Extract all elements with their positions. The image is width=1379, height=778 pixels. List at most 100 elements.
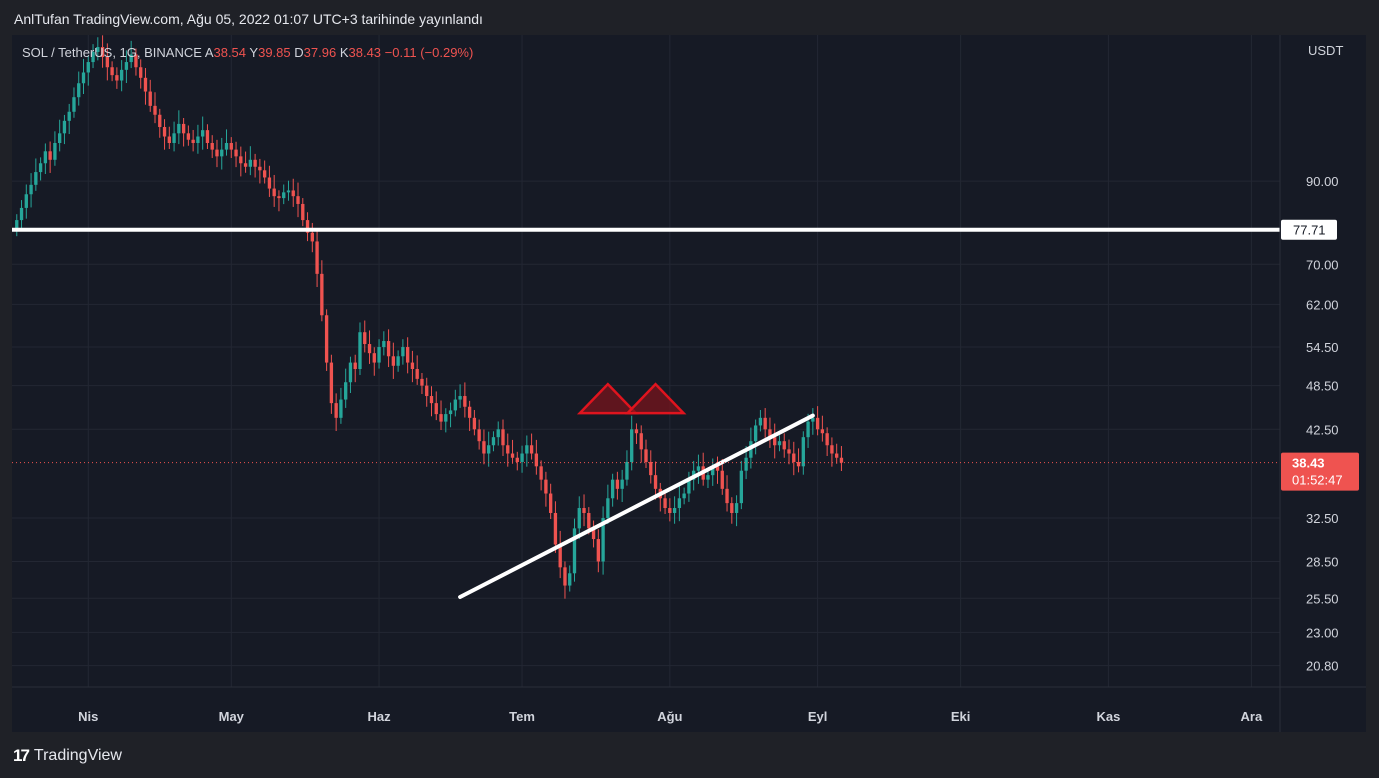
candle (267, 165, 272, 197)
candle (201, 116, 205, 150)
candle-body (29, 184, 33, 195)
candle-body (19, 207, 24, 221)
candle (67, 103, 71, 134)
candle-body (124, 62, 129, 70)
chart-axes: USDT 90.00 70.00 62.00 54.50 48.50 42.50 32.50 2… (12, 35, 1366, 732)
candle-body (487, 445, 491, 454)
symbol-legend[interactable]: SOL / TetherUS, 1G, BINANCE A38.54 Y39.8… (22, 45, 473, 60)
open-label: A (204, 45, 214, 60)
candle (815, 406, 820, 436)
candle (153, 92, 157, 124)
low-label: D (294, 45, 304, 60)
candle (725, 475, 729, 512)
candle (110, 61, 114, 82)
candle-body (234, 149, 238, 157)
candle-body (344, 382, 348, 400)
candle (653, 461, 658, 500)
candle-body (582, 508, 586, 513)
candle-body (706, 475, 710, 480)
candle-body (329, 362, 334, 404)
candle-body (444, 414, 448, 422)
candle-body (15, 220, 19, 231)
candle (115, 67, 119, 89)
candle (563, 561, 567, 599)
candle (77, 71, 81, 106)
candle-body (768, 429, 772, 438)
candle-body (396, 356, 400, 366)
candle (177, 110, 181, 145)
candle (477, 419, 481, 450)
candle-body (558, 544, 562, 568)
candle (668, 498, 672, 522)
candle-body (153, 105, 157, 115)
candle-body (825, 433, 829, 446)
candle (181, 118, 186, 147)
candle (515, 451, 519, 471)
candle-body (243, 163, 248, 167)
candle (634, 423, 639, 444)
candle-body (625, 462, 629, 480)
candle (205, 124, 210, 150)
candle (792, 441, 796, 476)
change-value: −0.11 (−0.29%) (384, 45, 474, 60)
candle (501, 419, 505, 457)
candle (453, 389, 457, 417)
candle (601, 506, 605, 575)
candle-body (711, 466, 715, 476)
candle-body (620, 479, 624, 489)
candle (15, 214, 19, 237)
y-tick-label: 23.00 (1306, 625, 1339, 640)
candle (396, 350, 400, 372)
tradingview-logo-icon: 17 (13, 746, 30, 765)
candle-body (110, 67, 114, 76)
candle (658, 482, 662, 512)
candle-body (229, 142, 233, 150)
candle-body (520, 453, 524, 463)
candle-body (38, 163, 43, 173)
candle-body (615, 479, 620, 489)
candle (839, 446, 844, 471)
low-value: 37.96 (303, 45, 337, 60)
candle (639, 425, 643, 463)
candle-body (91, 51, 95, 63)
candle-body (100, 47, 105, 57)
y-tick-label: 25.50 (1306, 591, 1339, 606)
candle-body (105, 56, 110, 68)
candle (248, 146, 253, 176)
candle (739, 460, 744, 510)
high-value: 39.85 (258, 45, 291, 60)
candle-body (425, 385, 429, 397)
candle (29, 173, 33, 208)
candle-body (534, 453, 539, 467)
candle (429, 386, 434, 417)
candle-body (734, 503, 739, 513)
candle (58, 119, 62, 152)
candle-body (587, 512, 591, 529)
footer-brand[interactable]: 17 TradingView (13, 746, 122, 766)
candle-body (801, 437, 805, 467)
candle-body (210, 142, 214, 150)
symbol-name: SOL / TetherUS, 1G, BINANCE (22, 45, 202, 60)
open-value: 38.54 (213, 45, 247, 60)
candle (372, 347, 376, 376)
candle (487, 431, 491, 467)
countdown-label: 01:52:47 (1292, 473, 1343, 488)
candle (534, 439, 539, 475)
candle-body (410, 362, 415, 370)
candle-body (358, 332, 362, 370)
candle (258, 158, 262, 184)
candle-body (162, 127, 167, 137)
candle (773, 423, 777, 459)
candle (434, 391, 438, 421)
candle (525, 435, 529, 467)
candle-body (787, 449, 791, 454)
candle-body (334, 403, 338, 418)
candle-body (391, 356, 396, 366)
price-chart[interactable]: USDT 90.00 70.00 62.00 54.50 48.50 42.50 32.50 2… (12, 35, 1366, 732)
candle-body (239, 156, 243, 164)
candle (143, 68, 148, 105)
candle-body (806, 421, 810, 438)
candle-body (267, 177, 272, 189)
candle-body (491, 437, 496, 446)
candle-body (439, 414, 443, 422)
